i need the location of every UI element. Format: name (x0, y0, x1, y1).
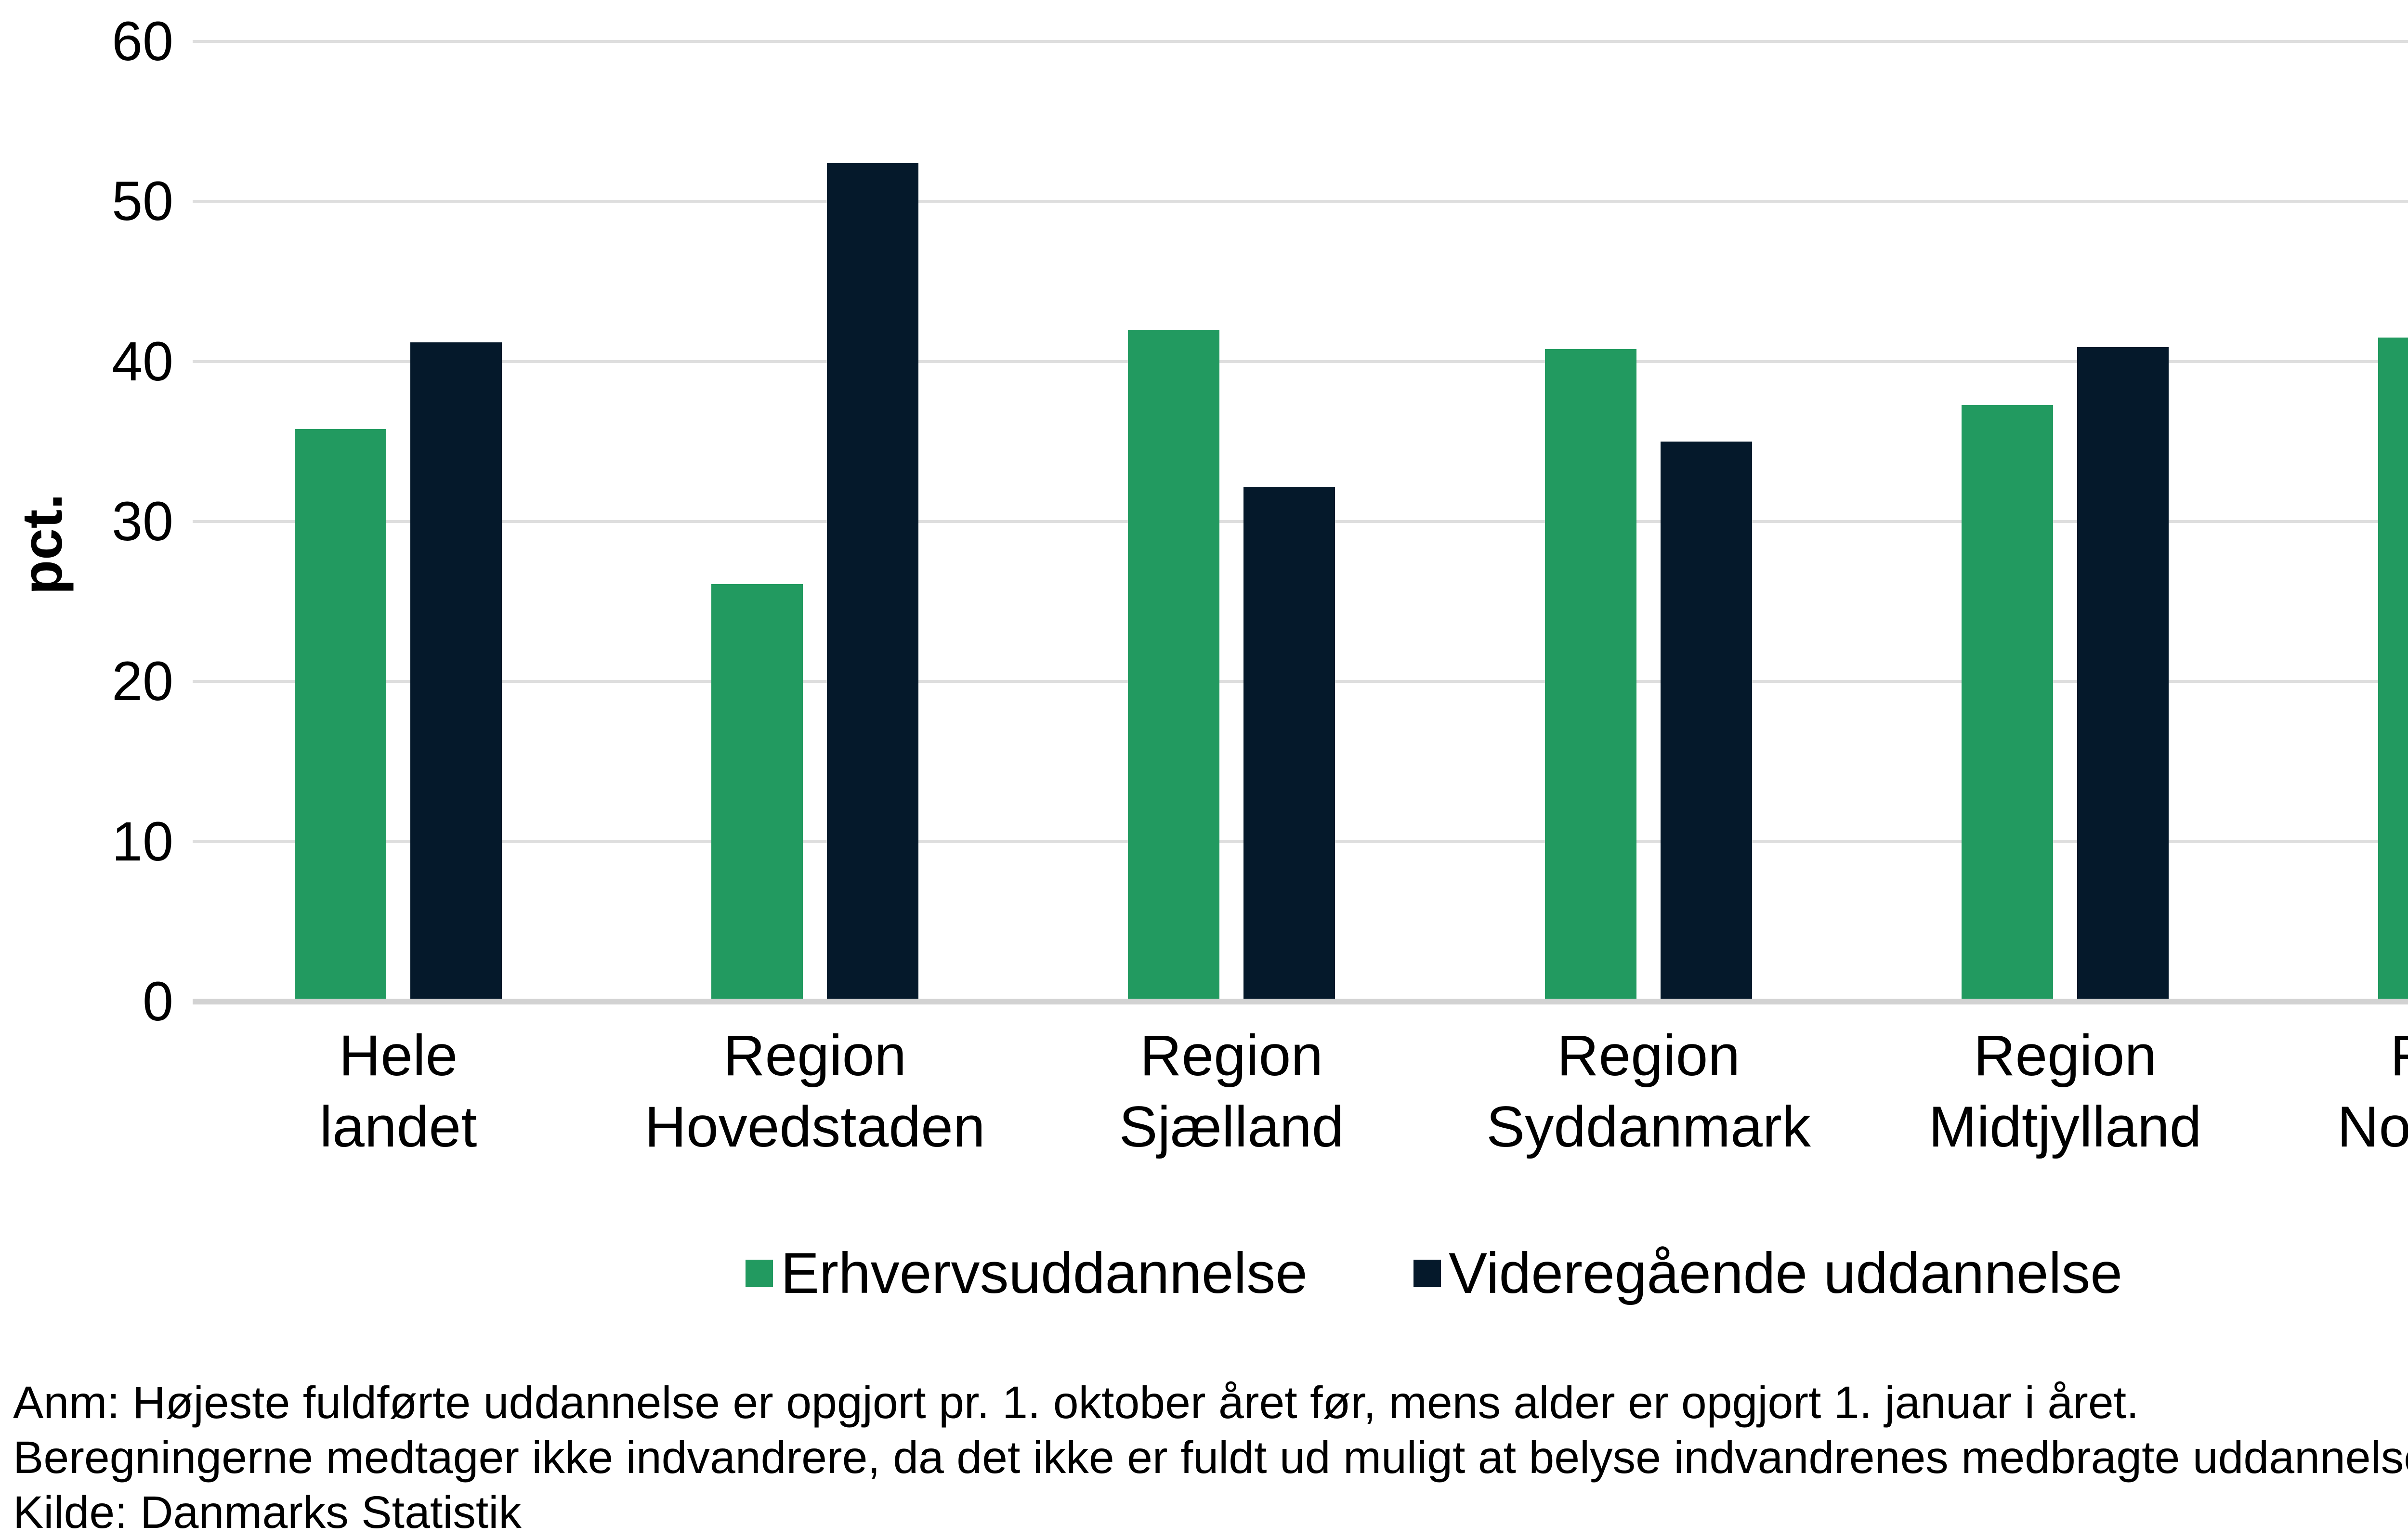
y-gridline (193, 360, 2408, 363)
legend-item: Erhvervsuddannelse (746, 1240, 1308, 1306)
bar-videregaende-uddannelse (1661, 442, 1752, 999)
x-axis-label: Region Syddanmark (1432, 1020, 1865, 1162)
x-axis-baseline (193, 999, 2408, 1004)
legend-label: Videregående uddannelse (1449, 1241, 2123, 1305)
bar-videregaende-uddannelse (410, 342, 502, 999)
y-axis-tick-label: 60 (112, 11, 173, 72)
x-axis-label-line2: landet (319, 1095, 477, 1159)
bar-erhvervsuddannelse (1962, 405, 2053, 999)
x-axis-label-line2: Sjælland (1119, 1095, 1344, 1159)
footnote-line: Anm: Højeste fuldførte uddannelse er opg… (13, 1377, 2139, 1428)
bar-videregaende-uddannelse (827, 163, 918, 999)
x-axis-label: Hele landet (182, 1020, 615, 1162)
x-axis-label-line2: Syddanmark (1486, 1095, 1811, 1159)
x-axis-label-line2: Midtjylland (1928, 1095, 2202, 1159)
x-axis-label: Region Sjælland (1015, 1020, 1448, 1162)
bar-erhvervsuddannelse (711, 584, 803, 999)
y-axis-tick-label: 30 (112, 491, 173, 552)
x-axis-label-line1: Region (723, 1023, 907, 1088)
x-axis-label-line1: Region (1973, 1023, 2157, 1088)
footnote-line: Beregningerne medtager ikke indvandrere,… (13, 1432, 2408, 1483)
legend-swatch-icon (1413, 1259, 1441, 1287)
legend-item: Videregående uddannelse (1413, 1240, 2122, 1306)
x-axis-label-line1: Region (1557, 1023, 1741, 1088)
y-axis-tick-label: 10 (112, 811, 173, 873)
x-axis-label-line1: Hele (339, 1023, 458, 1088)
x-axis-label: Region Hovedstaden (598, 1020, 1032, 1162)
footnotes: Anm: Højeste fuldførte uddannelse er opg… (13, 1375, 2408, 1538)
y-axis-tick-label: 20 (112, 651, 173, 712)
x-axis-label-line2: Hovedstaden (644, 1095, 985, 1159)
y-axis-tick-label: 50 (112, 170, 173, 232)
x-axis-label: Region Midtjylland (1848, 1020, 2282, 1162)
y-axis-tick-label: 0 (143, 971, 173, 1032)
bar-erhvervsuddannelse (1128, 330, 1219, 999)
y-axis-title: pct. (11, 494, 74, 595)
legend-label: Erhvervsuddannelse (781, 1241, 1308, 1305)
x-axis-label-line2: Nordjylland (2337, 1095, 2408, 1159)
y-axis-tick-label: 40 (112, 331, 173, 392)
bar-videregaende-uddannelse (2077, 347, 2169, 999)
legend-swatch-icon (746, 1259, 773, 1287)
bar-videregaende-uddannelse (1243, 487, 1335, 999)
footnote-line: Kilde: Danmarks Statistik (13, 1487, 522, 1538)
bar-erhvervsuddannelse (2378, 338, 2408, 999)
bar-erhvervsuddannelse (295, 429, 386, 999)
x-axis-label-line1: Region (1139, 1023, 1323, 1088)
x-axis-label-line1: Region (2265, 1020, 2408, 1091)
y-gridline (193, 40, 2408, 43)
x-axis-label: RegionNordjylland (2265, 1020, 2408, 1162)
bar-erhvervsuddannelse (1545, 349, 1636, 999)
y-gridline (193, 200, 2408, 203)
